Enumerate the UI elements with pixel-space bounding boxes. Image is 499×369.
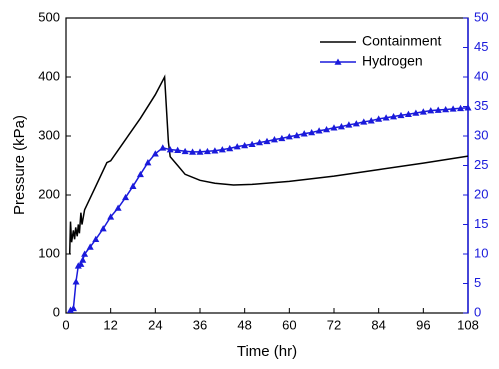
series-marker: [337, 123, 345, 130]
x-tick-label: 72: [327, 317, 341, 332]
series-marker: [226, 144, 234, 152]
series-marker: [464, 104, 472, 111]
y-tick-label: 0: [53, 304, 60, 319]
y-tick-label: 100: [38, 245, 60, 260]
series-marker: [81, 250, 89, 257]
series-marker: [107, 213, 115, 220]
series-marker: [315, 127, 323, 134]
x-axis-label: Time (hr): [237, 343, 297, 360]
series-marker: [86, 243, 94, 250]
y2-tick-label: 40: [474, 68, 488, 83]
series-marker: [69, 304, 77, 312]
series-marker: [181, 147, 189, 155]
series-marker: [174, 146, 182, 153]
series-marker: [256, 138, 264, 146]
series-marker: [218, 146, 226, 153]
series-marker: [248, 140, 256, 148]
series-marker: [211, 147, 219, 154]
x-tick-label: 12: [103, 317, 117, 332]
y2-tick-label: 45: [474, 39, 488, 54]
series-marker: [419, 108, 427, 115]
x-tick-label: 108: [457, 317, 479, 332]
series-marker: [122, 193, 130, 201]
series-marker: [72, 278, 80, 285]
y2-tick-label: 35: [474, 98, 488, 113]
x-tick-label: 48: [237, 317, 251, 332]
y2-tick-label: 15: [474, 216, 488, 231]
series-line: [70, 106, 469, 311]
series-marker: [457, 104, 465, 112]
series-marker: [360, 118, 368, 125]
y-tick-label: 400: [38, 68, 60, 83]
series-marker: [300, 130, 308, 137]
y2-tick-label: 0: [474, 304, 481, 319]
y-tick-label: 500: [38, 9, 60, 24]
series-marker: [189, 148, 197, 155]
series-marker: [77, 260, 85, 267]
series-marker: [79, 256, 87, 263]
x-tick-label: 60: [282, 317, 296, 332]
y-tick-label: 200: [38, 186, 60, 201]
series-marker: [352, 120, 360, 127]
x-tick-label: 96: [416, 317, 430, 332]
x-tick-label: 0: [62, 317, 69, 332]
legend-label: Containment: [362, 33, 441, 49]
series-line: [68, 74, 469, 255]
series-marker: [382, 114, 390, 121]
series-marker: [390, 113, 398, 120]
y2-tick-label: 30: [474, 127, 488, 142]
series-marker: [293, 131, 301, 139]
series-marker: [114, 204, 122, 211]
series-marker: [345, 121, 353, 128]
x-tick-label: 84: [371, 317, 385, 332]
y2-tick-label: 20: [474, 186, 488, 201]
series-marker: [323, 126, 331, 133]
series-marker: [144, 159, 152, 166]
series-marker: [375, 115, 383, 122]
series-marker: [427, 107, 435, 114]
series-marker: [66, 306, 74, 313]
y2-tick-label: 25: [474, 157, 488, 172]
y-tick-label: 300: [38, 127, 60, 142]
series-marker: [129, 182, 137, 189]
series-marker: [159, 144, 167, 151]
series-marker: [136, 170, 144, 178]
series-marker: [397, 111, 405, 119]
y-axis-label: Pressure (kPa): [11, 115, 28, 215]
series-marker: [203, 147, 211, 155]
series-marker: [166, 146, 174, 153]
series-marker: [434, 106, 442, 113]
y2-tick-label: 10: [474, 245, 488, 260]
legend-marker: [334, 58, 342, 65]
series-marker: [449, 105, 457, 112]
series-marker: [278, 134, 286, 142]
series-marker: [404, 110, 412, 117]
series-marker: [151, 150, 159, 157]
series-marker: [367, 117, 375, 124]
series-marker: [241, 141, 249, 149]
series-marker: [196, 148, 204, 155]
x-tick-label: 36: [193, 317, 207, 332]
series-marker: [99, 225, 107, 232]
series-marker: [308, 128, 316, 136]
y2-tick-label: 5: [474, 275, 481, 290]
x-tick-label: 24: [148, 317, 162, 332]
y2-tick-label: 50: [474, 9, 488, 24]
series-marker: [92, 235, 100, 243]
series-marker: [263, 137, 271, 145]
series-marker: [412, 109, 420, 116]
series-marker: [233, 143, 241, 150]
legend-label: Hydrogen: [362, 53, 423, 69]
series-marker: [285, 133, 293, 140]
series-marker: [442, 105, 450, 113]
series-marker: [330, 124, 338, 131]
series-marker: [270, 136, 278, 143]
